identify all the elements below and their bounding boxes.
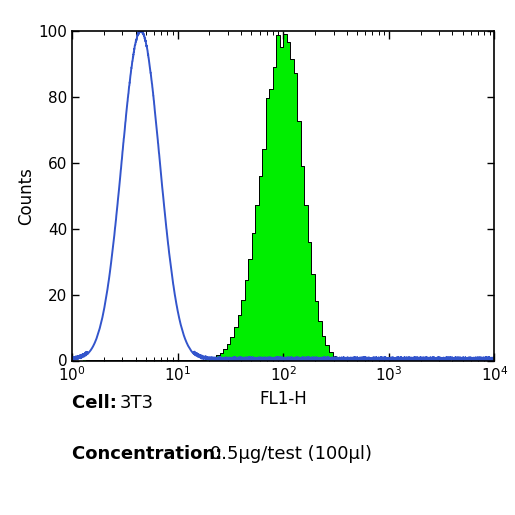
Y-axis label: Counts: Counts xyxy=(18,167,36,225)
Text: 3T3: 3T3 xyxy=(120,394,154,412)
Text: Concentration:: Concentration: xyxy=(72,445,229,464)
Text: 0.5μg/test (100μl): 0.5μg/test (100μl) xyxy=(210,445,372,464)
X-axis label: FL1-H: FL1-H xyxy=(260,390,307,407)
Text: Cell:: Cell: xyxy=(72,394,123,412)
